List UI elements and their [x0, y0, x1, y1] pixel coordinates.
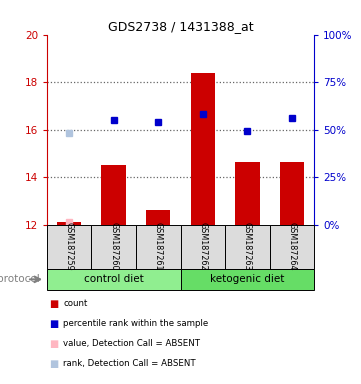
Bar [57, 222, 82, 225]
Text: value, Detection Call = ABSENT: value, Detection Call = ABSENT [63, 339, 200, 348]
Text: GSM187259: GSM187259 [65, 222, 74, 271]
Title: GDS2738 / 1431388_at: GDS2738 / 1431388_at [108, 20, 253, 33]
Text: GSM187263: GSM187263 [243, 222, 252, 271]
Text: protocol: protocol [0, 274, 40, 285]
Text: percentile rank within the sample: percentile rank within the sample [63, 319, 208, 328]
Text: ■: ■ [49, 339, 59, 349]
Text: GSM187261: GSM187261 [154, 222, 163, 271]
Text: ■: ■ [49, 359, 59, 369]
Text: GSM187260: GSM187260 [109, 222, 118, 271]
Text: GSM187264: GSM187264 [287, 222, 296, 271]
Bar [101, 165, 126, 225]
Bar [279, 162, 304, 225]
Text: ketogenic diet: ketogenic diet [210, 274, 284, 285]
Text: GSM187262: GSM187262 [198, 222, 207, 271]
Bar [191, 73, 215, 225]
Text: ■: ■ [49, 299, 59, 309]
Bar [146, 210, 170, 225]
Text: rank, Detection Call = ABSENT: rank, Detection Call = ABSENT [63, 359, 196, 368]
Text: ■: ■ [49, 319, 59, 329]
Text: control diet: control diet [84, 274, 144, 285]
Bar [235, 162, 260, 225]
Text: count: count [63, 299, 88, 308]
